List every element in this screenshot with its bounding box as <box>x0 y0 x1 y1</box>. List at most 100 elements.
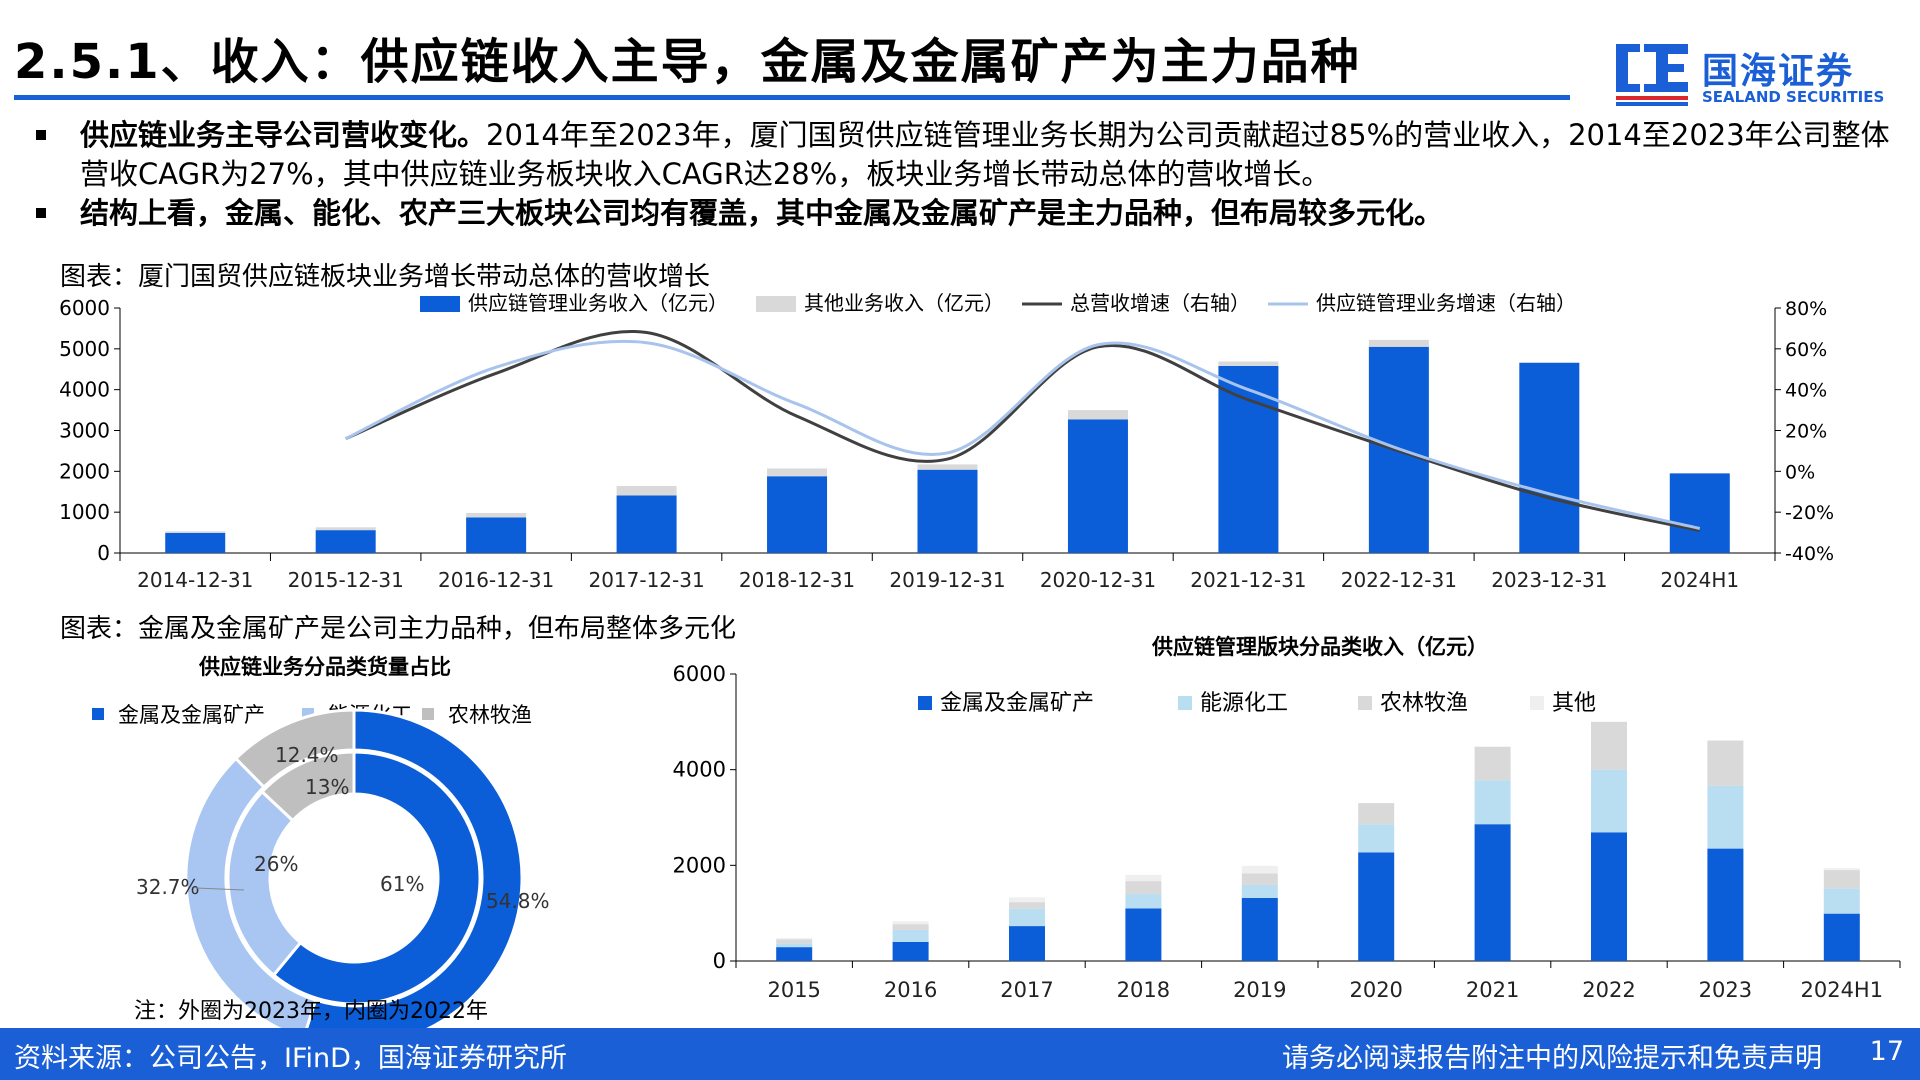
outer-ring-slice <box>305 708 524 1028</box>
stacked-bar-segment <box>1241 873 1278 885</box>
y2-tick-label: 20% <box>1785 421 1827 443</box>
source-note: 资料来源：公司公告，IFinD，国海证券研究所 <box>14 1043 567 1074</box>
y-tick-label: 4000 <box>59 378 110 402</box>
inner-ring-slice <box>226 789 303 978</box>
stacked-bar-segment <box>1241 884 1278 898</box>
stacked-bar-segment <box>1591 769 1627 833</box>
bar-other-revenue <box>616 486 677 496</box>
outer-slice-label: 32.7% <box>136 875 200 899</box>
donut-legend-swatch <box>422 708 434 720</box>
stacked-bar-segment <box>1009 926 1045 961</box>
x-tick-label: 2017 <box>1000 978 1053 1002</box>
stacked-bar-segment <box>1358 824 1395 853</box>
x-tick-label: 2018-12-31 <box>739 568 855 592</box>
bar-other-revenue <box>1067 410 1128 420</box>
donut-chart-title: 供应链业务分品类货量占比 <box>198 655 451 679</box>
figure1-label: 图表：厦门国贸供应链板块业务增长带动总体的营收增长 <box>60 262 711 292</box>
stacked-bar-segment <box>1009 897 1045 903</box>
stacked-bar-segment <box>1125 894 1162 909</box>
stacked-bar-segment <box>1707 848 1744 961</box>
bar-supply-chain-revenue <box>616 495 677 553</box>
y-tick-label: 1000 <box>59 500 110 524</box>
bar-supply-chain-revenue <box>1519 362 1580 553</box>
stacked-legend-label: 农林牧渔 <box>1380 691 1468 716</box>
stacked-bar-segment <box>892 921 929 925</box>
x-tick-label: 2020 <box>1349 978 1402 1002</box>
x-tick-label: 2022 <box>1582 978 1635 1002</box>
category-revenue-stacked-chart: 供应链管理版块分品类收入（亿元） 0 2000 4000 6000 2015 2016 201… <box>673 635 1901 1002</box>
inner-slice-label: 26% <box>254 852 298 876</box>
x-tick-label: 2019-12-31 <box>889 568 1005 592</box>
x-tick-label: 2016 <box>884 978 937 1002</box>
y2-tick-label: -40% <box>1785 543 1834 565</box>
x-tick-label: 2018 <box>1117 978 1170 1002</box>
y-tick-label: 2000 <box>59 459 110 483</box>
inner-slice-label: 13% <box>305 775 349 799</box>
x-tick-label: 2019 <box>1233 978 1286 1002</box>
stacked-bar-segment <box>1823 888 1860 914</box>
bullet-item: 结构上看，金属、能化、农产三大板块公司均有覆盖，其中金属及金属矿产是主力品种，但… <box>36 194 1896 233</box>
chart-note: 注：外圈为2023年，内圈为2022年 <box>134 999 488 1024</box>
y-tick-label: 6000 <box>673 662 726 686</box>
revenue-growth-chart: 0 1000 2000 3000 4000 5000 6000 -40% -20% 0% 20% 40… <box>59 291 1834 592</box>
stacked-bar-segment <box>1009 908 1045 927</box>
bar-supply-chain-revenue <box>767 476 828 553</box>
bar-supply-chain-revenue <box>165 532 226 553</box>
figure2-label: 图表：金属及金属矿产是公司主力品种，但布局整体多元化 <box>60 614 737 644</box>
stacked-legend-swatch <box>918 696 932 710</box>
stacked-bar-segment <box>892 929 929 942</box>
bar-supply-chain-revenue <box>1218 365 1279 553</box>
legend-swatch-other <box>756 296 796 312</box>
stacked-legend-label: 其他 <box>1552 691 1596 716</box>
donut-legend-swatch <box>92 708 104 720</box>
outer-slice-label: 54.8% <box>486 889 550 913</box>
stacked-bar-segment <box>1591 721 1627 770</box>
y-tick-label: 6000 <box>59 296 110 320</box>
stacked-legend-swatch <box>1530 696 1544 710</box>
bar-other-revenue <box>466 512 527 518</box>
legend-label-supply-chain-growth: 供应链管理业务增速（右轴） <box>1316 291 1576 315</box>
bar-supply-chain-revenue <box>466 517 527 553</box>
bar-other-revenue <box>1218 361 1279 366</box>
y-tick-label: 5000 <box>59 337 110 361</box>
legend-label-total-growth: 总营收增速（右轴） <box>1070 291 1250 315</box>
x-tick-label: 2020-12-31 <box>1040 568 1156 592</box>
bullet-list: 供应链业务主导公司营收变化。2014年至2023年，厦门国贸供应链管理业务长期为… <box>36 116 1896 233</box>
bullet-lead: 供应链业务主导公司营收变化。 <box>80 118 487 152</box>
stacked-bar-segment <box>1125 881 1162 895</box>
bullet-item: 供应链业务主导公司营收变化。2014年至2023年，厦门国贸供应链管理业务长期为… <box>36 116 1896 194</box>
y2-tick-label: 80% <box>1785 298 1827 320</box>
y-tick-label: 0 <box>713 949 726 973</box>
outer-slice-label: 12.4% <box>275 743 339 767</box>
y2-tick-label: -20% <box>1785 502 1834 524</box>
x-tick-label: 2024H1 <box>1800 978 1883 1002</box>
bullet-text: 2014年至2023年，厦门国贸供应链管理业务长期为公司贡献超过85%的营业收入… <box>80 118 1890 191</box>
inner-ring-slice <box>271 750 482 1006</box>
stacked-legend-label: 金属及金属矿产 <box>940 691 1094 716</box>
stacked-bar-segment <box>1358 852 1395 961</box>
x-tick-label: 2015-12-31 <box>288 568 404 592</box>
bullet-square-icon <box>36 130 46 140</box>
stacked-bar-segment <box>776 947 813 961</box>
stacked-bar-segment <box>1125 908 1162 961</box>
category-volume-donut-chart: 供应链业务分品类货量占比金属及金属矿产能源化工农林牧渔54.8%32.7%12.… <box>92 655 550 1028</box>
x-tick-label: 2022-12-31 <box>1341 568 1457 592</box>
company-logo: 国海证券 SEALAND SECURITIES <box>1610 38 1885 108</box>
x-tick-label: 2014-12-31 <box>137 568 253 592</box>
logo-text-cn: 国海证券 <box>1702 51 1855 92</box>
bullet-lead: 结构上看，金属、能化、农产三大板块公司均有覆盖，其中金属及金属矿产是主力品种，但… <box>80 196 1444 230</box>
bar-supply-chain-revenue <box>917 469 978 553</box>
donut-legend-label: 农林牧渔 <box>448 703 532 727</box>
page-number: 17 <box>1869 1036 1904 1067</box>
bar-supply-chain-revenue <box>315 530 376 553</box>
y-tick-label: 4000 <box>673 758 726 782</box>
y-tick-label: 3000 <box>59 419 110 443</box>
stacked-legend-swatch <box>1358 696 1372 710</box>
stacked-bar-segment <box>776 939 813 944</box>
bar-other-revenue <box>767 468 828 477</box>
bar-other-revenue <box>315 527 376 531</box>
y2-tick-label: 60% <box>1785 339 1827 361</box>
stacked-bar-segment <box>1241 897 1278 961</box>
x-tick-label: 2017-12-31 <box>588 568 704 592</box>
bar-supply-chain-revenue <box>1067 419 1128 553</box>
